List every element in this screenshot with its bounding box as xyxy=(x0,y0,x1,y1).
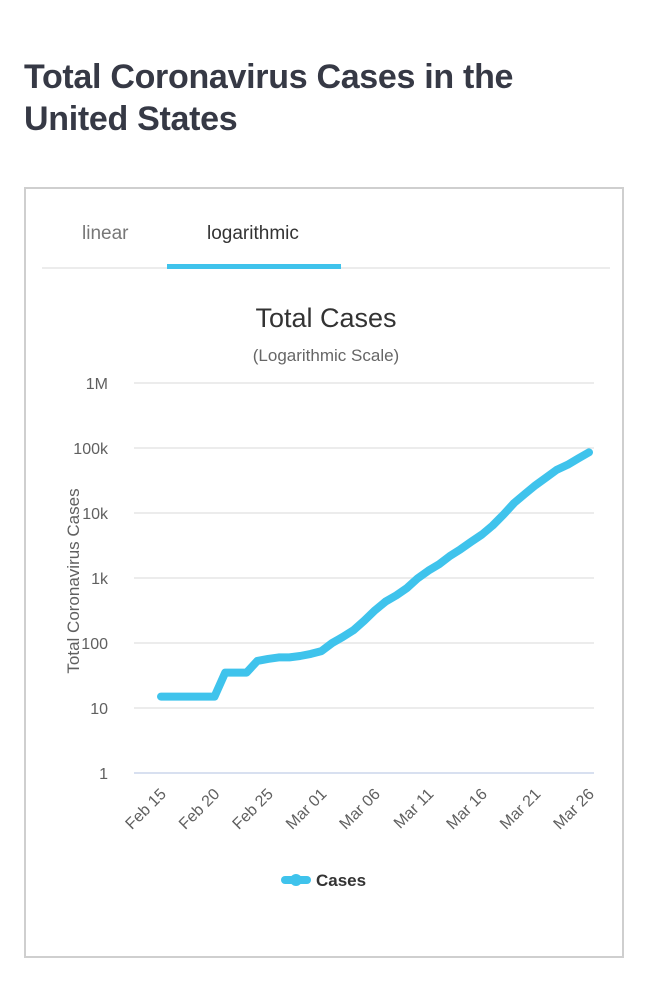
y-tick-label: 10 xyxy=(90,701,108,718)
page-title: Total Coronavirus Cases in the United St… xyxy=(24,58,514,138)
legend-label-cases: Cases xyxy=(316,871,366,890)
tab-linear[interactable]: linear xyxy=(82,223,129,244)
chart-title: Total Cases xyxy=(255,303,396,333)
y-tick-label: 10k xyxy=(82,506,109,523)
x-tick-labels: Feb 15 Feb 20 Feb 25 Mar 01 Mar 06 Mar 11 Mar … xyxy=(123,786,598,833)
x-tick-label: Feb 20 xyxy=(176,786,223,833)
chart-card: linear logarithmic Total Cases (Logarith… xyxy=(24,187,624,958)
y-tick-label: 1k xyxy=(91,571,109,588)
series-layer xyxy=(157,448,593,701)
x-tick-label: Mar 16 xyxy=(444,786,491,833)
legend[interactable]: Cases xyxy=(281,871,366,890)
active-tab-indicator xyxy=(167,264,341,269)
chart-subtitle: (Logarithmic Scale) xyxy=(253,346,399,365)
legend-marker xyxy=(290,874,302,886)
y-tick-label: 100 xyxy=(81,636,108,653)
x-tick-label: Mar 21 xyxy=(497,786,544,833)
y-tick-label: 100k xyxy=(73,441,109,458)
series-line-cases[interactable] xyxy=(157,448,593,701)
x-tick-label: Feb 25 xyxy=(230,786,277,833)
x-tick-label: Feb 15 xyxy=(123,786,170,833)
scale-tabs: linear logarithmic xyxy=(42,189,610,269)
legend-symbol-cases xyxy=(281,874,311,886)
chart-svg: Total Cases (Logarithmic Scale) Total Co… xyxy=(64,303,598,890)
x-tick-label: Mar 11 xyxy=(391,786,437,832)
x-tick-label: Mar 01 xyxy=(283,786,330,833)
y-tick-labels: 1 10 100 1k 10k 100k 1M xyxy=(73,376,109,783)
y-axis-label: Total Coronavirus Cases xyxy=(64,488,83,673)
tab-logarithmic[interactable]: logarithmic xyxy=(207,223,299,244)
y-tick-label: 1 xyxy=(99,766,108,783)
grid-lines xyxy=(134,382,594,774)
y-tick-label: 1M xyxy=(86,376,108,393)
x-tick-label: Mar 26 xyxy=(551,786,598,833)
x-tick-label: Mar 06 xyxy=(337,786,384,833)
